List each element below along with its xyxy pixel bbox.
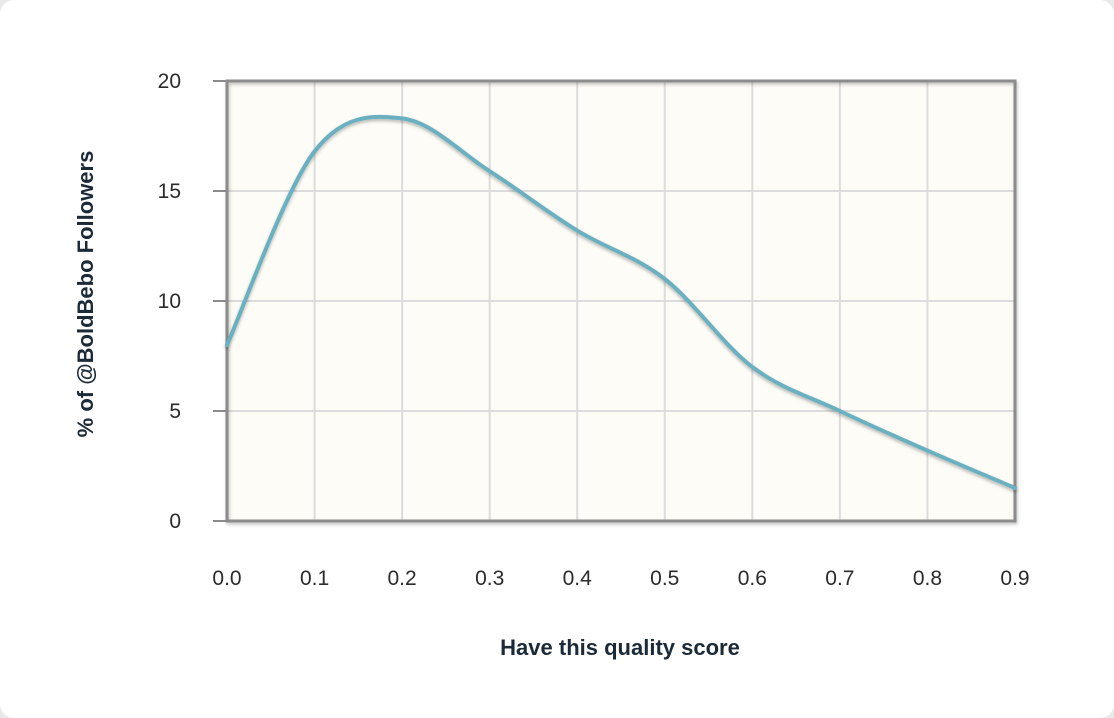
y-tick-label: 5 [169,400,181,423]
y-axis-ticks [213,80,227,522]
x-tick-label: 0.6 [738,567,767,590]
data-point [575,229,579,233]
y-tick-label: 0 [169,510,181,533]
data-point [750,365,754,369]
data-point [488,169,492,173]
gridlines [227,81,1015,521]
data-point [838,409,842,413]
x-tick-label: 0.1 [300,567,329,590]
y-axis-title: % of @BoldBebo Followers [73,151,98,438]
data-point [1013,486,1017,490]
x-tick-label: 0.7 [825,567,854,590]
x-tick-label: 0.5 [650,567,679,590]
y-tick-label: 20 [158,70,181,93]
data-point [663,277,667,281]
y-tick-label: 10 [158,290,181,313]
x-tick-label: 0.2 [388,567,417,590]
data-point [400,116,404,120]
y-tick-label: 15 [158,180,181,203]
data-point [313,149,317,153]
data-point [225,343,229,347]
tick-labels: 0 5 10 15 20 0.0 0.1 0.2 0.3 0.4 0.5 0.6 0.7 0.8 0.9 [158,70,1030,590]
x-tick-label: 0.9 [1000,567,1029,590]
series-line [225,114,1017,490]
x-axis-title: Have this quality score [500,635,740,660]
data-point [925,449,929,453]
series-layer [225,114,1017,490]
x-tick-label: 0.4 [563,567,593,590]
x-tick-label: 0.0 [212,567,241,590]
plot-frame [225,79,1017,523]
x-tick-label: 0.8 [913,567,942,590]
x-tick-label: 0.3 [475,567,504,590]
